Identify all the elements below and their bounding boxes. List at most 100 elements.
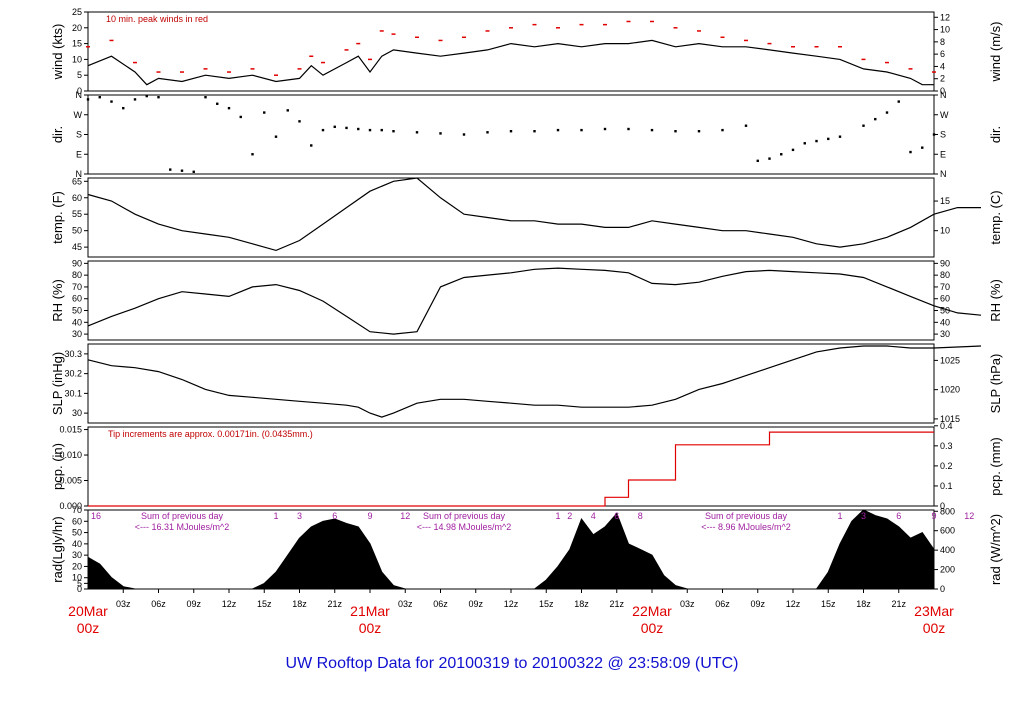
solar-hour-label: 12	[964, 511, 974, 521]
solar-hour-label: 8	[638, 511, 643, 521]
dir-dir-point	[556, 128, 560, 132]
rad-left-tick-label: 30	[72, 550, 82, 560]
wind-left-tick-label: 10	[72, 54, 82, 64]
solar-hour-label: 6	[614, 511, 619, 521]
dir-dir-point	[345, 126, 348, 130]
dir-dir-point	[721, 128, 724, 132]
dir-dir-point	[392, 130, 395, 133]
rh-left-tick-label: 50	[72, 306, 82, 316]
dir-dir-point	[145, 94, 148, 98]
rh-left-tick-label: 90	[72, 258, 82, 268]
slp-left-tick-label: 30.2	[64, 369, 82, 379]
dir-right-tick-label: N	[940, 90, 947, 100]
x-hour-label: 21z	[891, 599, 906, 609]
rad-right-tick-label: 0	[940, 584, 945, 594]
dir-right-tick-label: E	[940, 149, 946, 159]
rh-right-tick-label: 60	[940, 294, 950, 304]
temp-ylabel-left: temp. (F)	[50, 191, 65, 244]
wind-right-tick-label: 10	[940, 25, 950, 35]
dir-dir-point	[768, 157, 771, 160]
temp-left-tick-label: 45	[72, 242, 82, 252]
dir-dir-point	[627, 127, 630, 131]
pcp-right-tick-label: 0	[940, 501, 945, 511]
dir-dir-point	[909, 150, 912, 154]
rh-right-tick-label: 70	[940, 282, 950, 292]
slp-right-tick-label: 1020	[940, 385, 960, 395]
temp-right-tick-label: 15	[940, 196, 950, 206]
rad-left-tick-label: 50	[72, 528, 82, 538]
daily-total-value: <--- 16.31 MJoules/m^2	[135, 522, 230, 532]
solar-hour-label: 6	[896, 511, 901, 521]
pcp-left-tick-label: 0.010	[59, 450, 82, 460]
dir-dir-point	[756, 159, 759, 163]
dir-dir-point	[874, 117, 877, 121]
dir-dir-point	[274, 135, 278, 138]
wind-right-tick-label: 0	[940, 86, 945, 96]
pcp-right-tick-label: 0.3	[940, 441, 953, 451]
wind-right-tick-label: 4	[940, 61, 945, 71]
temp-left-tick-label: 65	[72, 176, 82, 186]
wind-ylabel-left: wind (kts)	[50, 24, 65, 81]
rh-right-tick-label: 40	[940, 317, 950, 327]
dir-dir-point	[509, 130, 513, 133]
dir-dir-point	[251, 153, 254, 156]
x-hour-label: 15z	[539, 599, 554, 609]
temp-left-tick-label: 60	[72, 193, 82, 203]
solar-hour-label: 6	[332, 511, 337, 521]
solar-hour-label: 2	[567, 511, 572, 521]
temp-panel-frame	[87, 177, 935, 258]
wind-ylabel-right: wind (m/s)	[988, 22, 1003, 83]
dir-dir-point	[157, 95, 160, 99]
pcp-left-tick-label: 0.015	[59, 425, 82, 435]
dir-dir-point	[239, 115, 242, 119]
slp-panel-frame	[87, 343, 935, 424]
daily-total-title: Sum of previous day	[705, 511, 788, 521]
x-hour-label: 03z	[398, 599, 413, 609]
wind-right-tick-label: 6	[940, 49, 945, 59]
rad-right-tick-label: 800	[940, 506, 955, 516]
x-day-hour-label: 00z	[641, 620, 664, 636]
wind-right-tick-label: 2	[940, 74, 945, 84]
wind-right-tick-label: 8	[940, 37, 945, 47]
rh-ylabel-right: RH (%)	[988, 279, 1003, 322]
rh-right-tick-label: 30	[940, 329, 950, 339]
slp-left-tick-label: 30.3	[64, 349, 82, 359]
dir-right-tick-label: W	[940, 110, 949, 120]
pcp-right-tick-label: 0.1	[940, 481, 953, 491]
x-hour-label: 21z	[327, 599, 342, 609]
dir-left-tick-label: E	[76, 149, 82, 159]
solar-hour-label: 3	[297, 511, 302, 521]
rad-ylabel-right: rad (W/m^2)	[988, 514, 1003, 585]
x-hour-label: 09z	[750, 599, 765, 609]
rh-right-tick-label: 90	[940, 258, 950, 268]
dir-dir-point	[321, 128, 325, 132]
pcp-right-tick-label: 0.2	[940, 461, 953, 471]
dir-dir-point	[216, 102, 219, 105]
solar-hour-label: 1	[555, 511, 560, 521]
dir-dir-point	[333, 125, 336, 129]
x-hour-label: 12z	[504, 599, 519, 609]
dir-dir-point	[357, 127, 360, 131]
rad-left-tick-label: 0	[77, 584, 82, 594]
dir-dir-point	[192, 170, 195, 174]
dir-left-tick-label: N	[76, 169, 83, 179]
x-hour-label: 06z	[715, 599, 730, 609]
temp-series-line	[87, 177, 981, 252]
dir-dir-point	[380, 128, 383, 132]
pcp-series-line	[88, 431, 934, 507]
dir-left-tick-label: S	[76, 130, 82, 140]
dir-dir-point	[122, 106, 125, 110]
x-hour-label: 09z	[468, 599, 483, 609]
slp-left-tick-label: 30.1	[64, 388, 82, 398]
dir-dir-point	[885, 111, 889, 114]
dir-left-tick-label: W	[74, 110, 83, 120]
dir-right-tick-label: N	[940, 169, 947, 179]
pcp-annotation: Tip increments are approx. 0.00171in. (0…	[108, 429, 313, 439]
rh-left-tick-label: 80	[72, 270, 82, 280]
temp-left-tick-label: 55	[72, 209, 82, 219]
slp-right-tick-label: 1025	[940, 355, 960, 365]
rad-right-tick-label: 200	[940, 565, 955, 575]
dir-dir-point	[133, 98, 137, 101]
